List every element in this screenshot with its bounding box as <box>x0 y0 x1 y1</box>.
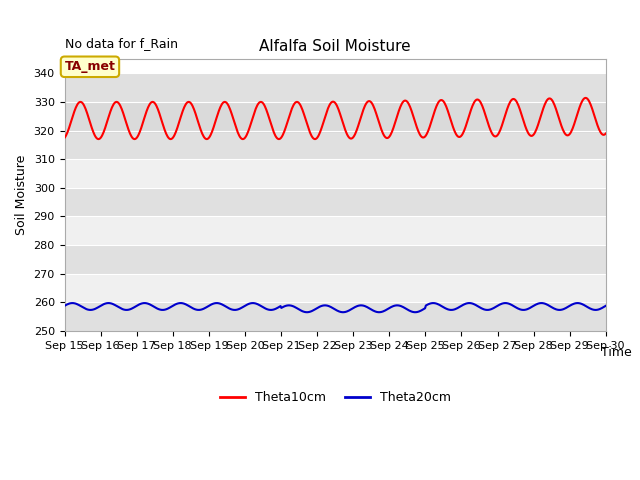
Bar <box>65 73 605 102</box>
Bar <box>65 102 605 131</box>
Bar <box>65 159 605 188</box>
X-axis label: Time: Time <box>601 346 632 359</box>
Y-axis label: Soil Moisture: Soil Moisture <box>15 155 28 235</box>
Bar <box>65 102 605 133</box>
Legend: Theta10cm, Theta20cm: Theta10cm, Theta20cm <box>215 386 456 409</box>
Text: TA_met: TA_met <box>65 60 115 73</box>
Text: No data for f_Rain: No data for f_Rain <box>65 37 177 50</box>
Bar <box>65 188 605 216</box>
Bar <box>65 216 605 245</box>
Bar <box>65 131 605 159</box>
Bar <box>65 302 605 331</box>
Bar <box>65 245 605 274</box>
Title: Alfalfa Soil Moisture: Alfalfa Soil Moisture <box>259 38 411 54</box>
Bar <box>65 274 605 302</box>
